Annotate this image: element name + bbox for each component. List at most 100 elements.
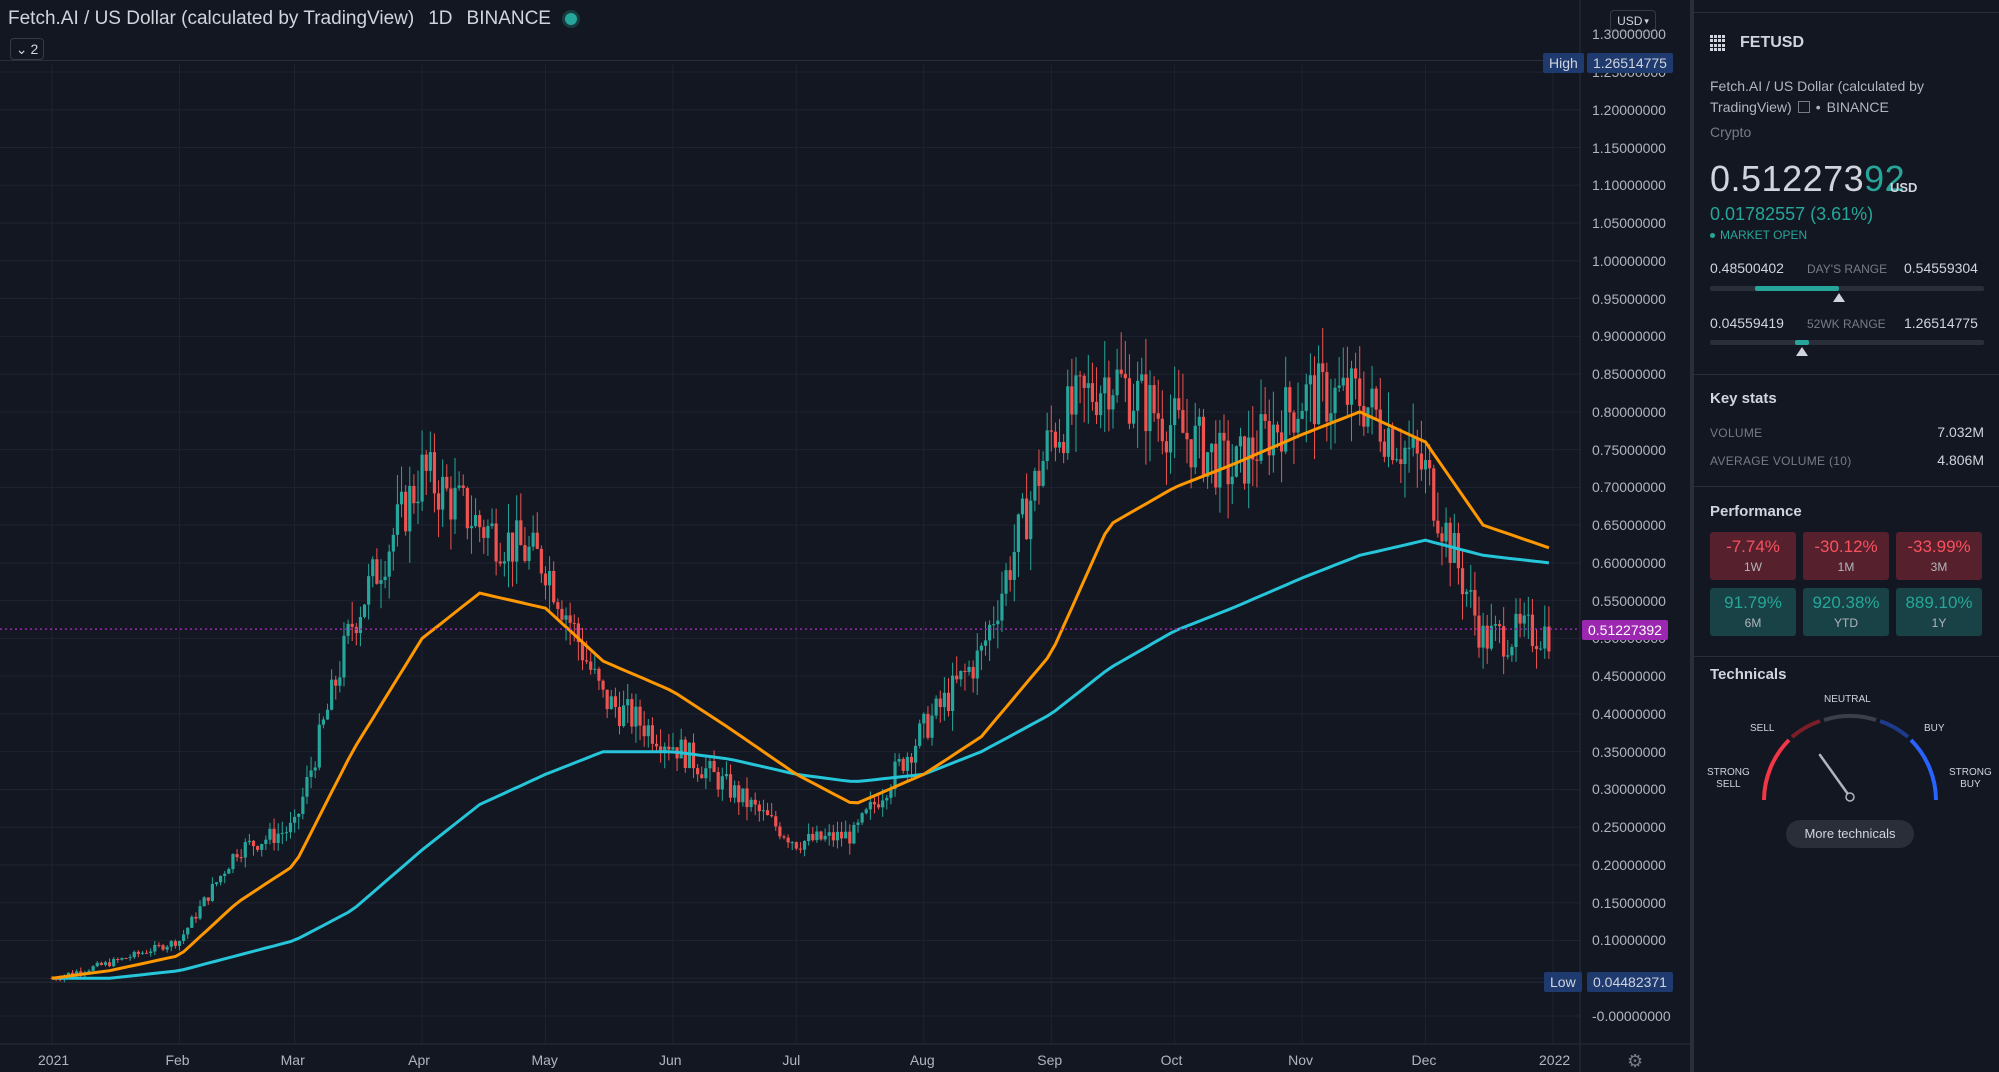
candle-body bbox=[465, 488, 469, 529]
high-value-tag: 1.26514775 bbox=[1587, 53, 1673, 73]
candle-body bbox=[967, 666, 971, 673]
high-tag: High bbox=[1543, 53, 1584, 73]
interval-label[interactable]: 1D bbox=[428, 8, 453, 29]
candle-body bbox=[214, 882, 219, 884]
symbol-description-line1: Fetch.AI / US Dollar (calculated by bbox=[1710, 78, 1924, 94]
candle-body bbox=[1316, 363, 1321, 425]
candle-body bbox=[535, 532, 539, 549]
external-link-icon[interactable] bbox=[1797, 101, 1810, 113]
candle-body bbox=[580, 642, 585, 661]
candle-body bbox=[1029, 500, 1033, 540]
candle-body bbox=[1041, 461, 1045, 486]
day-range-high: 0.54559304 bbox=[1904, 260, 1978, 276]
symbol-title[interactable]: Fetch.AI / US Dollar (calculated by Trad… bbox=[8, 8, 415, 29]
candle-body bbox=[1144, 374, 1148, 432]
price-currency: USD bbox=[1890, 180, 1918, 195]
candle-body bbox=[395, 504, 400, 535]
performance-tile[interactable]: 920.38% YTD bbox=[1803, 588, 1889, 636]
performance-tile[interactable]: -7.74% 1W bbox=[1710, 532, 1796, 580]
candle-body bbox=[173, 941, 177, 946]
candle-body bbox=[1370, 388, 1374, 408]
candle-body bbox=[1518, 613, 1522, 624]
section-divider bbox=[1694, 374, 1999, 375]
candle-body bbox=[1399, 459, 1403, 465]
gauge-buy-label: BUY bbox=[1924, 723, 1945, 734]
candle-body bbox=[951, 675, 955, 712]
candle-body bbox=[66, 972, 71, 976]
market-status-text: MARKET OPEN bbox=[1720, 228, 1808, 242]
time-axis-label: Oct bbox=[1160, 1052, 1183, 1068]
candle-body bbox=[231, 854, 235, 870]
candle-body bbox=[934, 698, 938, 716]
candle-body bbox=[1210, 443, 1214, 453]
candle-body bbox=[346, 623, 350, 636]
candle-body bbox=[630, 699, 634, 727]
candle-body bbox=[634, 706, 638, 727]
candle-body bbox=[1123, 373, 1127, 379]
chart-pane[interactable]: Fetch.AI / US Dollar (calculated by Trad… bbox=[0, 0, 1690, 1072]
indicators-toggle-button[interactable]: ⌄ 2 bbox=[10, 38, 44, 60]
candle-body bbox=[317, 724, 321, 768]
volume-label: VOLUME bbox=[1710, 426, 1763, 440]
candle-body bbox=[161, 945, 165, 950]
price-chart[interactable] bbox=[0, 0, 1690, 1072]
performance-tile[interactable]: 889.10% 1Y bbox=[1896, 588, 1982, 636]
candle-body bbox=[473, 515, 478, 527]
candle-body bbox=[560, 608, 564, 620]
candle-body bbox=[1049, 430, 1053, 432]
candle-body bbox=[1037, 470, 1041, 486]
candle-body bbox=[868, 801, 872, 810]
high-label: High bbox=[1549, 55, 1578, 71]
performance-period: 6M bbox=[1744, 616, 1762, 630]
symbol-header[interactable]: FETUSD bbox=[1710, 34, 1804, 52]
key-stats-title: Key stats bbox=[1710, 390, 1777, 407]
candle-body bbox=[375, 559, 379, 584]
candle-body bbox=[399, 491, 404, 505]
wk-range-track bbox=[1710, 340, 1984, 345]
performance-tile[interactable]: -30.12% 1M bbox=[1803, 532, 1889, 580]
currency-select[interactable]: USD ▾ bbox=[1610, 10, 1656, 32]
candle-body bbox=[1136, 380, 1140, 411]
gauge-neutral-label: NEUTRAL bbox=[1824, 694, 1871, 705]
candle-body bbox=[210, 883, 214, 901]
candle-body bbox=[420, 454, 424, 502]
candle-body bbox=[144, 952, 149, 954]
candle-body bbox=[1543, 626, 1547, 649]
candle-body bbox=[1214, 443, 1218, 488]
performance-tile[interactable]: -33.99% 3M bbox=[1896, 532, 1982, 580]
candle-body bbox=[301, 796, 305, 814]
settings-gear-icon[interactable]: ⚙ bbox=[1627, 1051, 1644, 1071]
candle-body bbox=[626, 699, 630, 706]
candle-body bbox=[704, 768, 708, 779]
candle-body bbox=[893, 761, 897, 789]
candle-body bbox=[876, 804, 881, 808]
candle-body bbox=[667, 746, 671, 750]
candle-body bbox=[778, 826, 782, 837]
candle-body bbox=[362, 604, 367, 617]
candle-body bbox=[770, 815, 774, 817]
candle-body bbox=[342, 635, 346, 678]
candle-body bbox=[1226, 440, 1230, 485]
panel-divider[interactable] bbox=[1690, 0, 1694, 1072]
candle-body bbox=[848, 831, 852, 844]
more-technicals-button[interactable]: More technicals bbox=[1786, 820, 1914, 848]
candle-body bbox=[568, 615, 572, 623]
price-axis-label: 0.60000000 bbox=[1592, 554, 1666, 571]
performance-tile[interactable]: 91.79% 6M bbox=[1710, 588, 1796, 636]
candle-body bbox=[1321, 363, 1325, 373]
market-status-dot-icon bbox=[564, 13, 577, 25]
technicals-gauge[interactable] bbox=[1694, 690, 1999, 820]
candle-body bbox=[1312, 375, 1317, 425]
time-axis-label: Nov bbox=[1288, 1052, 1314, 1068]
candle-body bbox=[1362, 406, 1366, 427]
price-axis-label: 0.55000000 bbox=[1592, 592, 1666, 609]
last-price-value: 0.51227392 bbox=[1588, 622, 1662, 638]
candle-body bbox=[901, 758, 905, 771]
time-axis-label: May bbox=[531, 1052, 558, 1068]
candle-body bbox=[1308, 375, 1312, 385]
price-axis-label: 1.20000000 bbox=[1592, 101, 1666, 118]
candle-body bbox=[1345, 377, 1349, 405]
candle-body bbox=[461, 485, 465, 489]
candle-body bbox=[737, 785, 741, 803]
candle-body bbox=[926, 713, 930, 738]
